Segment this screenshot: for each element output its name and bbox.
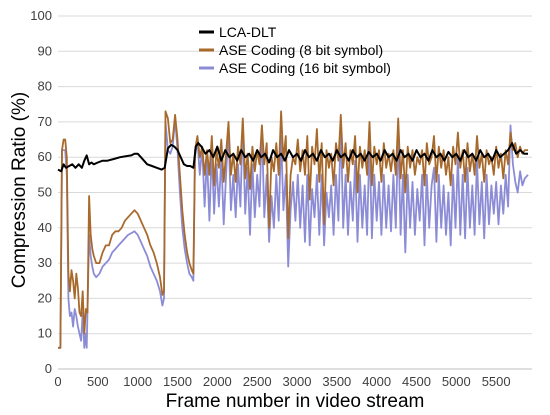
y-tick-label: 40 [38,220,52,235]
legend-label: ASE Coding (16 bit symbol) [219,60,391,76]
legend-label: LCA-DLT [219,24,277,40]
series-line-2 [58,117,529,349]
x-tick-label: 1000 [123,374,152,389]
x-tick-label: 500 [87,374,109,389]
x-tick-label: 1500 [163,374,192,389]
y-tick-label: 30 [38,255,52,270]
horizontal-gridlines [58,15,532,335]
x-tick-label: 2000 [203,374,232,389]
x-tick-labels: 0 500 1000 1500 2000 2500 3000 3500 4000 4500 5000… [54,374,510,389]
y-tick-labels: 0 10 20 30 40 50 60 70 80 90 100 [30,8,52,376]
x-tick-label: 4500 [402,374,431,389]
x-tick-label: 3000 [283,374,312,389]
y-axis-title: Compression Ratio (%) [9,92,30,288]
x-tick-label: 5000 [442,374,471,389]
x-tick-label: 5500 [482,374,511,389]
series-line-0 [57,142,528,173]
x-tick-label: 2500 [243,374,272,389]
legend: LCA-DLT ASE Coding (8 bit symbol) ASE Codi… [199,24,391,76]
y-tick-label: 100 [30,8,52,23]
legend-label: ASE Coding (8 bit symbol) [219,42,383,58]
y-tick-label: 80 [38,79,52,94]
series-lines [57,110,529,349]
x-tick-label: 0 [54,374,61,389]
x-axis-title: Frame number in video stream [166,391,425,412]
y-tick-label: 20 [38,290,52,305]
series-line-1 [58,110,528,349]
y-tick-label: 70 [38,114,52,129]
y-tick-label: 60 [38,149,52,164]
y-tick-label: 50 [38,185,52,200]
y-tick-label: 0 [45,361,52,376]
x-tick-label: 3500 [322,374,351,389]
y-tick-label: 90 [38,43,52,58]
x-tick-label: 4000 [362,374,391,389]
y-tick-label: 10 [38,326,52,341]
